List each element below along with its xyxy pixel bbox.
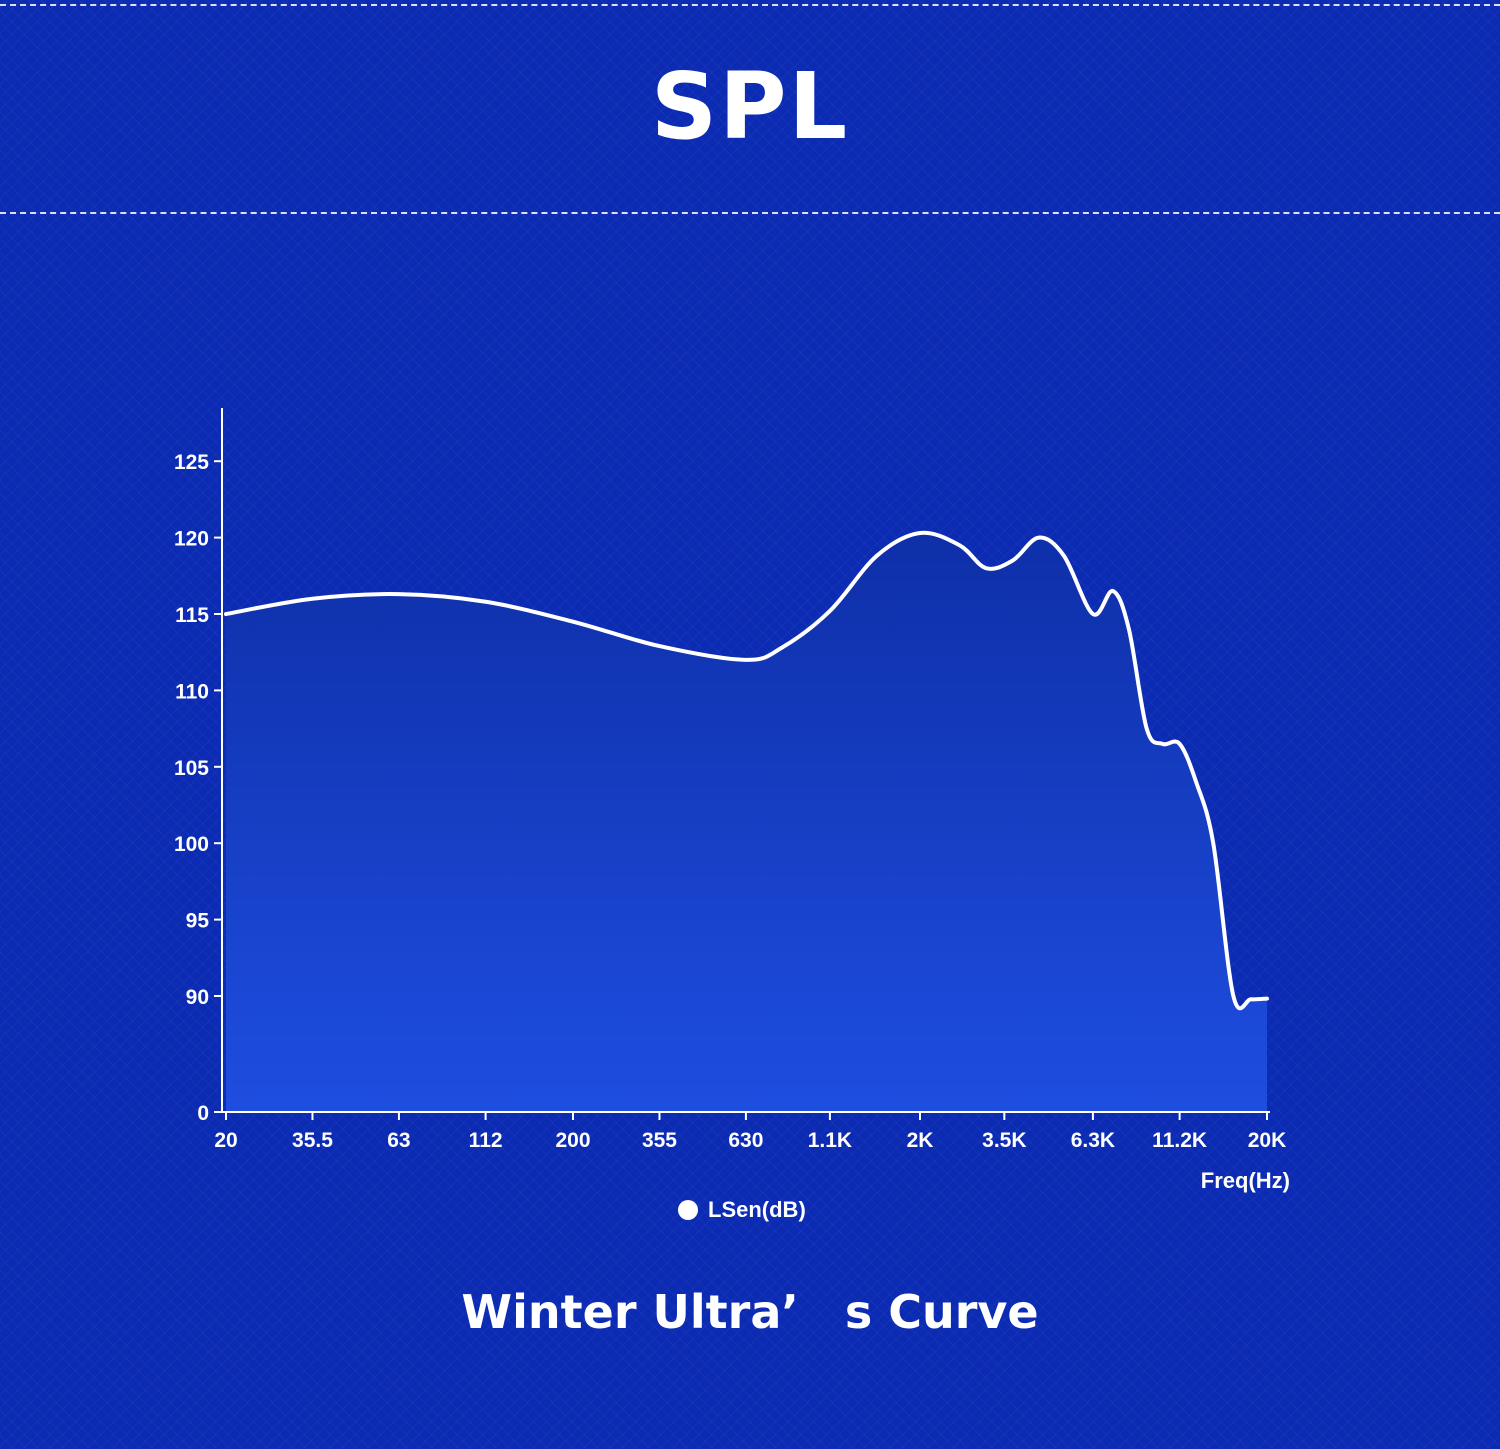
x-axis-label: Freq(Hz) [1201,1168,1290,1193]
data-point [310,597,314,601]
top-dashed-divider [0,4,1500,6]
data-point [875,554,879,558]
y-tick-label: 125 [174,451,209,474]
x-tick-label: 20 [214,1129,237,1152]
data-point [1145,727,1149,731]
data-point [744,658,748,662]
data-point [1211,841,1215,845]
data-point [224,612,228,616]
x-tick-label: 630 [728,1129,763,1152]
data-point [1127,627,1131,631]
x-tick-label: 35.5 [292,1129,333,1152]
x-tick-label: 20K [1248,1129,1287,1152]
y-tick-label: 0 [197,1102,209,1125]
data-point [1249,997,1253,1001]
x-tick-label: 200 [555,1129,590,1152]
chart-caption: Winter Ultra’ s Curve [461,1285,1039,1339]
data-point [1178,742,1182,746]
y-tick-label: 115 [175,604,209,627]
data-point [918,531,922,535]
chart-legend[interactable]: LSen(dB) [678,1196,806,1224]
x-tick-label: 2K [907,1129,934,1152]
data-point [1194,780,1198,784]
x-tick-label: 3.5K [982,1129,1026,1152]
title-dashed-divider [0,212,1500,214]
y-tick-label: 110 [175,680,209,703]
page-title: SPL [650,53,850,160]
data-point [397,592,401,596]
data-point [571,620,575,624]
data-point [1037,536,1041,540]
data-point [958,543,962,547]
series-line-lsen [224,530,1269,1011]
data-point [1231,994,1235,998]
x-tick-label: 63 [387,1129,410,1152]
data-point [1091,612,1095,616]
data-point [1161,742,1165,746]
x-tick-label: 6.3K [1071,1129,1115,1152]
data-point [1011,559,1015,563]
y-tick-label: 120 [174,528,209,551]
data-point [1111,589,1115,593]
y-tick-label: 95 [186,910,210,933]
data-point [984,566,988,570]
y-tick-label: 105 [174,757,209,780]
data-point [828,609,832,613]
x-tick-label: 112 [469,1129,503,1152]
data-point [780,646,784,650]
x-tick-label: 1.1K [808,1129,852,1152]
area-fill [226,532,1267,1112]
data-point [1062,554,1066,558]
data-point [657,644,661,648]
x-tick-label: 355 [642,1129,677,1152]
legend-label: LSen(dB) [708,1197,806,1222]
y-tick-label: 100 [174,833,209,856]
data-point [484,600,488,604]
y-tick-label: 90 [186,986,209,1009]
x-tick-label: 11.2K [1152,1129,1207,1152]
data-point [1265,997,1269,1001]
legend-marker-icon [678,1200,698,1220]
